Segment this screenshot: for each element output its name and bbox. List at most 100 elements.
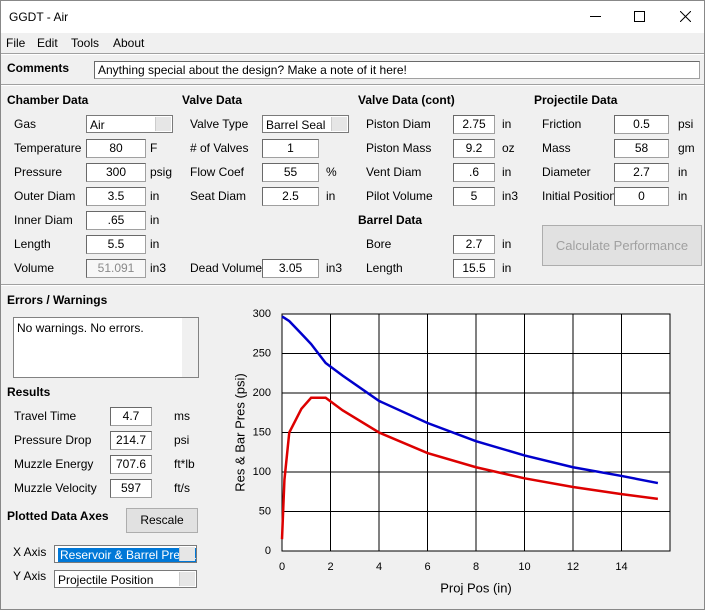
field-label: Diameter: [542, 165, 591, 179]
dropdown-arrow[interactable]: [331, 117, 347, 131]
input-box[interactable]: 55: [262, 163, 319, 182]
result-box: 597: [110, 479, 152, 498]
field-label: Dead Volume: [190, 261, 263, 275]
input-box[interactable]: 3.05: [262, 259, 319, 278]
menu-item[interactable]: Tools: [71, 36, 100, 50]
separator: [1, 84, 704, 86]
results-heading: Results: [7, 385, 51, 399]
unit-label: in: [150, 189, 160, 203]
input-box[interactable]: 9.2: [453, 139, 495, 158]
input-box[interactable]: 5.5: [86, 235, 146, 254]
section-heading: Projectile Data: [534, 93, 618, 107]
result-box: 214.7: [110, 431, 152, 450]
input-box[interactable]: 300: [86, 163, 146, 182]
field-label: Inner Diam: [14, 213, 73, 227]
result-box: 707.6: [110, 455, 152, 474]
section-heading: Valve Data: [182, 93, 243, 107]
unit-label: in: [150, 237, 160, 251]
unit-label: in: [678, 165, 688, 179]
field-label: Temperature: [14, 141, 82, 155]
menu-item[interactable]: Edit: [37, 36, 58, 50]
unit-label: in: [502, 261, 512, 275]
result-box: 4.7: [110, 407, 152, 426]
section-heading: Valve Data (cont): [358, 93, 455, 107]
separator: [1, 53, 704, 55]
input-box[interactable]: 2.5: [262, 187, 319, 206]
unit-label: in: [502, 237, 512, 251]
errors-text: No warnings. No errors.: [17, 321, 144, 335]
field-label: Piston Mass: [366, 141, 432, 155]
x-axis-select[interactable]: Reservoir & Barrel Pressu: [54, 545, 197, 563]
input-box[interactable]: 2.75: [453, 115, 495, 134]
unit-label: gm: [678, 141, 695, 155]
unit-label: in: [502, 165, 512, 179]
menu-item[interactable]: File: [6, 36, 26, 50]
result-unit: ft*lb: [174, 457, 195, 471]
field-label: Volume: [14, 261, 55, 275]
input-box[interactable]: 80: [86, 139, 146, 158]
dropdown-arrow[interactable]: [155, 117, 171, 131]
field-label: Vent Diam: [366, 165, 422, 179]
axes-heading: Plotted Data Axes: [7, 509, 109, 523]
unit-label: psig: [150, 165, 173, 179]
unit-label: in3: [502, 189, 519, 203]
scrollbar[interactable]: [182, 318, 198, 377]
section-heading: Barrel Data: [358, 213, 423, 227]
result-label: Muzzle Energy: [14, 457, 94, 471]
x-tick-label: 2: [327, 561, 333, 573]
x-tick-label: 10: [518, 561, 530, 573]
x-tick-label: 4: [376, 561, 382, 573]
y-tick-label: 50: [259, 505, 271, 517]
comments-label: Comments: [7, 61, 70, 75]
unit-label: in: [150, 213, 160, 227]
separator: [1, 284, 704, 286]
input-box[interactable]: 2.7: [614, 163, 669, 182]
field-label: Pressure: [14, 165, 63, 179]
field-label: # of Valves: [190, 141, 249, 155]
input-box[interactable]: 3.5: [86, 187, 146, 206]
field-label: Mass: [542, 141, 571, 155]
unit-label: in3: [150, 261, 167, 275]
close-button[interactable]: [680, 11, 691, 22]
data-line: [280, 396, 659, 540]
field-label: Length: [14, 237, 51, 251]
input-box[interactable]: 0.5: [614, 115, 669, 134]
field-label: Valve Type: [190, 117, 249, 131]
title-bar: [1, 1, 704, 33]
input-box[interactable]: 58: [614, 139, 669, 158]
input-box[interactable]: .6: [453, 163, 495, 182]
field-label: Length: [366, 261, 403, 275]
input-box[interactable]: 15.5: [453, 259, 495, 278]
x-axis-title: Proj Pos (in): [440, 580, 512, 595]
chart: 0 50 100 150 200 250 300 0 2 4 6 8 10 12 14 Proj Pos (i…: [232, 308, 671, 595]
input-box: 51.091: [86, 259, 146, 278]
x-tick-label: 14: [615, 561, 627, 573]
input-box[interactable]: 0: [614, 187, 669, 206]
rescale-button[interactable]: Rescale: [126, 508, 198, 533]
input-box[interactable]: 1: [262, 139, 319, 158]
maximize-button[interactable]: [634, 11, 645, 22]
calculate-button[interactable]: Calculate Performance: [542, 225, 702, 266]
field-label: Initial Position: [542, 189, 617, 203]
field-label: Seat Diam: [190, 189, 247, 203]
y-tick-label: 200: [253, 387, 271, 399]
x-tick-label: 12: [567, 561, 579, 573]
input-box[interactable]: .65: [86, 211, 146, 230]
x-tick-label: 6: [424, 561, 430, 573]
comments-input[interactable]: Anything special about the design? Make …: [94, 61, 700, 79]
result-label: Muzzle Velocity: [14, 481, 97, 495]
field-label: Pilot Volume: [366, 189, 433, 203]
input-box[interactable]: 2.7: [453, 235, 495, 254]
minimize-button[interactable]: [590, 16, 601, 17]
x-tick-label: 8: [473, 561, 479, 573]
dropdown[interactable]: Air: [86, 115, 173, 133]
field-label: Gas: [14, 117, 37, 131]
result-label: Pressure Drop: [14, 433, 92, 447]
field-label: Piston Diam: [366, 117, 431, 131]
input-box[interactable]: 5: [453, 187, 495, 206]
field-label: Flow Coef: [190, 165, 245, 179]
y-axis-select[interactable]: Projectile Position: [54, 570, 197, 588]
menu-item[interactable]: About: [113, 36, 145, 50]
section-heading: Chamber Data: [7, 93, 89, 107]
dropdown[interactable]: Barrel Seal: [262, 115, 349, 133]
